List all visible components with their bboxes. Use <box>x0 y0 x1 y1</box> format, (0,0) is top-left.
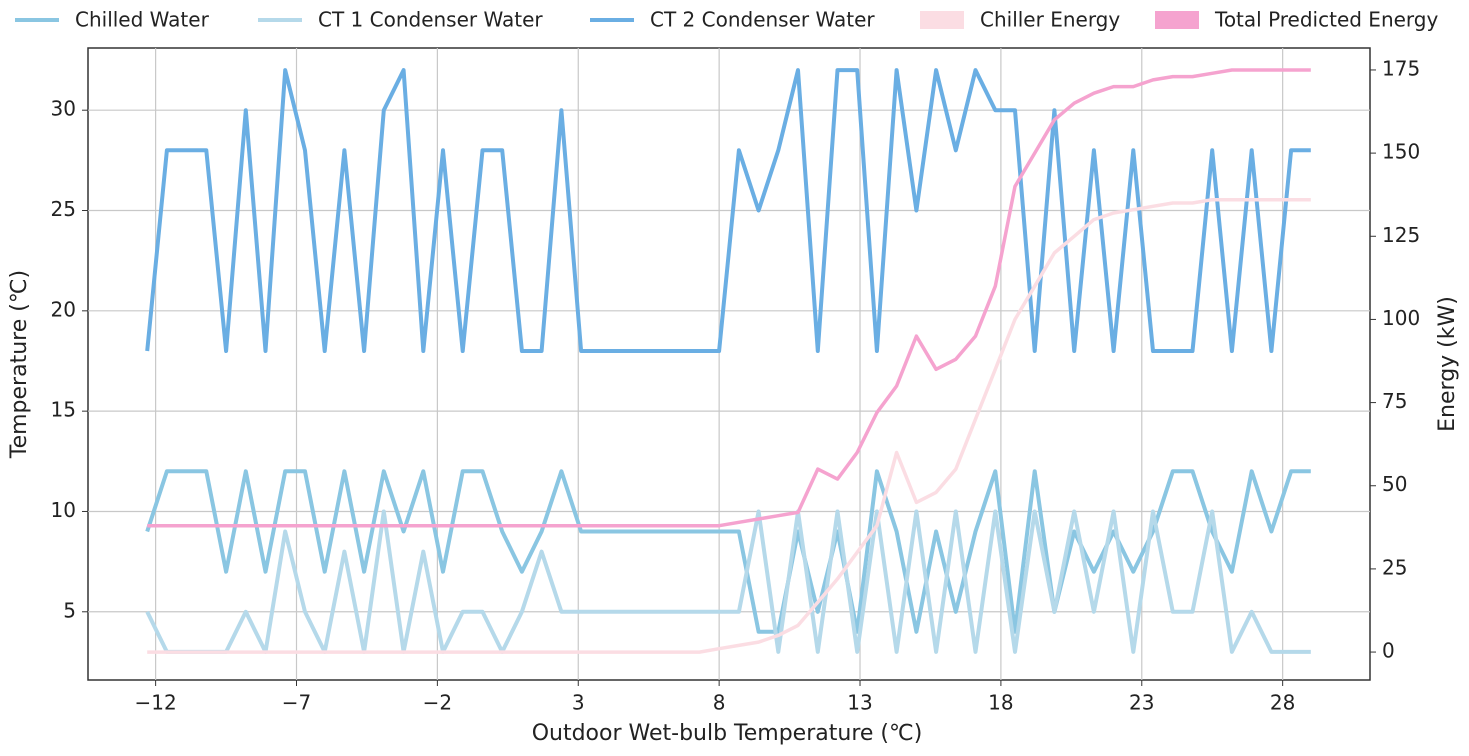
x-tick-label: 23 <box>1129 691 1154 715</box>
series-line <box>145 68 1311 353</box>
legend-swatch <box>1155 11 1199 29</box>
series-line <box>147 68 1311 528</box>
x-tick-label: 18 <box>988 691 1013 715</box>
y2-tick-label: 100 <box>1382 306 1420 330</box>
x-tick-label: 28 <box>1270 691 1295 715</box>
y2-tick-label: 125 <box>1382 223 1420 247</box>
y2-tick-label: 175 <box>1382 56 1420 80</box>
x-tick-label: 3 <box>572 691 585 715</box>
series-line <box>147 197 1311 654</box>
x-tick-label: −12 <box>135 691 177 715</box>
y-tick-label: 25 <box>51 197 76 221</box>
y-tick-label: 30 <box>51 97 76 121</box>
y-tick-label: 10 <box>51 498 76 522</box>
x-tick-label: −2 <box>423 691 452 715</box>
y2-tick-label: 75 <box>1382 389 1407 413</box>
legend-label: Chiller Energy <box>980 8 1120 32</box>
legend-label: CT 2 Condenser Water <box>650 8 875 32</box>
y-axis-label: Temperature (℃) <box>7 270 32 459</box>
y-tick-label: 5 <box>63 598 76 622</box>
legend-label: Total Predicted Energy <box>1214 8 1438 32</box>
y2-tick-label: 0 <box>1382 639 1395 663</box>
y-tick-label: 15 <box>51 398 76 422</box>
series-line <box>145 509 1311 654</box>
legend-swatch <box>920 11 964 29</box>
x-tick-label: −7 <box>282 691 311 715</box>
x-axis-label: Outdoor Wet-bulb Temperature (℃) <box>532 721 923 746</box>
y2-axis-label: Energy (kW) <box>1435 296 1460 432</box>
y2-tick-label: 50 <box>1382 472 1407 496</box>
x-tick-label: 13 <box>847 691 872 715</box>
series-line <box>145 469 1311 634</box>
legend-label: CT 1 Condenser Water <box>318 8 543 32</box>
y2-tick-label: 150 <box>1382 140 1420 164</box>
y2-tick-label: 25 <box>1382 555 1407 579</box>
legend-label: Chilled Water <box>75 8 210 32</box>
y-tick-label: 20 <box>51 297 76 321</box>
plot-frame <box>87 47 1371 681</box>
x-tick-label: 8 <box>713 691 726 715</box>
